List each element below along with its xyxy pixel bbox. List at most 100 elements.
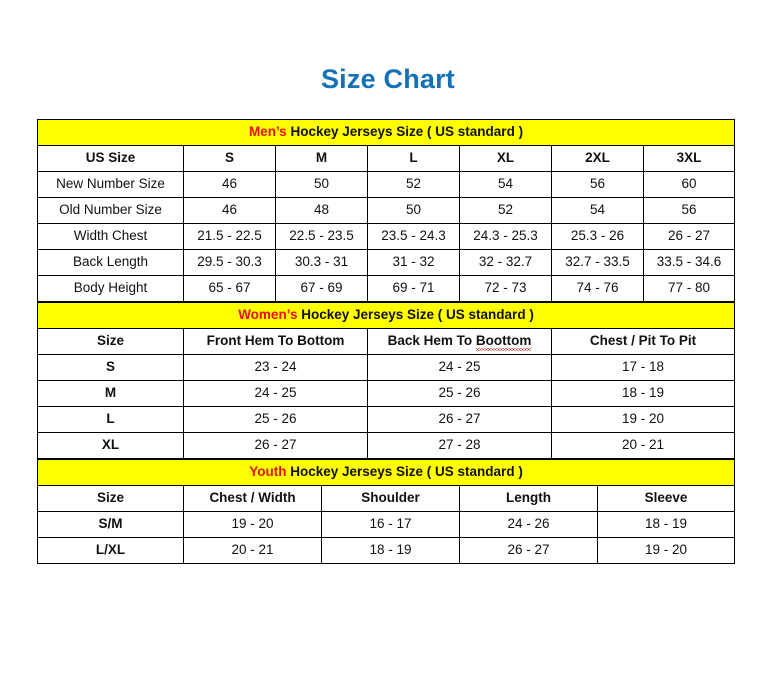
cell: 52 [367, 171, 460, 198]
row-label: Body Height [37, 275, 184, 302]
cell: 24 - 25 [367, 354, 552, 381]
table-row: M 24 - 25 25 - 26 18 - 19 [37, 380, 735, 407]
womens-col-header: Front Hem To Bottom [183, 328, 368, 355]
cell: 52 [459, 197, 552, 224]
cell: 27 - 28 [367, 432, 552, 459]
cell: 32.7 - 33.5 [551, 249, 644, 276]
mens-col-header: US Size [37, 145, 184, 172]
mens-col-header: 2XL [551, 145, 644, 172]
cell: 33.5 - 34.6 [643, 249, 735, 276]
size-label: XL [37, 432, 184, 459]
cell: 56 [643, 197, 735, 224]
youth-col-header: Size [37, 485, 184, 512]
cell: 24.3 - 25.3 [459, 223, 552, 250]
womens-col-header-misspelled: Back Hem To Boottom [367, 328, 552, 355]
mens-col-header: L [367, 145, 460, 172]
cell: 67 - 69 [275, 275, 368, 302]
table-row: L 25 - 26 26 - 27 19 - 20 [37, 406, 735, 433]
banner-rest-text: Hockey Jerseys Size ( US standard ) [286, 124, 524, 140]
youth-col-header: Length [459, 485, 598, 512]
cell: 26 - 27 [643, 223, 735, 250]
womens-col-header: Chest / Pit To Pit [551, 328, 735, 355]
cell: 24 - 25 [183, 380, 368, 407]
row-label: Old Number Size [37, 197, 184, 224]
table-row: S/M 19 - 20 16 - 17 24 - 26 18 - 19 [37, 511, 736, 538]
cell: 18 - 19 [551, 380, 735, 407]
womens-size-table: Women’s Hockey Jerseys Size ( US standar… [37, 302, 735, 459]
cell: 31 - 32 [367, 249, 460, 276]
cell: 19 - 20 [551, 406, 735, 433]
cell: 20 - 21 [183, 537, 322, 564]
cell: 21.5 - 22.5 [183, 223, 276, 250]
cell: 18 - 19 [596, 511, 736, 538]
youth-banner-cell: Youth Hockey Jerseys Size ( US standard … [36, 459, 736, 486]
cell: 18 - 19 [321, 537, 460, 564]
size-label: L/XL [37, 537, 184, 564]
cell: 29.5 - 30.3 [183, 249, 276, 276]
table-row: XL 26 - 27 27 - 28 20 - 21 [37, 432, 735, 459]
cell: 23.5 - 24.3 [367, 223, 460, 250]
cell: 32 - 32.7 [459, 249, 552, 276]
size-label: M [37, 380, 184, 407]
mens-banner-cell: Men’s Hockey Jerseys Size ( US standard … [37, 119, 735, 146]
table-banner-row: Youth Hockey Jerseys Size ( US standard … [36, 459, 736, 486]
youth-col-header: Shoulder [321, 485, 460, 512]
cell: 60 [643, 171, 735, 198]
cell: 74 - 76 [551, 275, 644, 302]
table-row: Back Length 29.5 - 30.3 30.3 - 31 31 - 3… [37, 249, 735, 276]
table-header-row: US Size S M L XL 2XL 3XL [37, 145, 735, 172]
table-row: New Number Size 46 50 52 54 56 60 [37, 171, 735, 198]
cell: 54 [459, 171, 552, 198]
banner-accent-text: Men’s [248, 124, 287, 140]
banner-accent-text: Women’s [238, 307, 298, 323]
row-label: Back Length [37, 249, 184, 276]
table-row: Body Height 65 - 67 67 - 69 69 - 71 72 -… [37, 275, 735, 302]
table-row: L/XL 20 - 21 18 - 19 26 - 27 19 - 20 [37, 537, 736, 564]
mens-col-header: S [183, 145, 276, 172]
cell: 20 - 21 [551, 432, 735, 459]
cell: 46 [183, 171, 276, 198]
cell: 26 - 27 [183, 432, 368, 459]
table-row: Old Number Size 46 48 50 52 54 56 [37, 197, 735, 224]
mens-col-header: XL [459, 145, 552, 172]
cell: 30.3 - 31 [275, 249, 368, 276]
cell: 54 [551, 197, 644, 224]
table-banner-row: Men’s Hockey Jerseys Size ( US standard … [37, 119, 735, 146]
cell: 19 - 20 [596, 537, 736, 564]
row-label: Width Chest [37, 223, 184, 250]
cell: 25 - 26 [367, 380, 552, 407]
table-header-row: Size Chest / Width Shoulder Length Sleev… [37, 485, 736, 512]
cell: 22.5 - 23.5 [275, 223, 368, 250]
womens-banner-cell: Women’s Hockey Jerseys Size ( US standar… [37, 302, 735, 329]
size-label: L [37, 406, 184, 433]
womens-col-header: Size [37, 328, 184, 355]
mens-col-header: 3XL [643, 145, 735, 172]
cell: 26 - 27 [367, 406, 552, 433]
cell: 23 - 24 [183, 354, 368, 381]
cell: 65 - 67 [183, 275, 276, 302]
size-chart-tables: Men’s Hockey Jerseys Size ( US standard … [36, 119, 736, 564]
youth-size-table: Youth Hockey Jerseys Size ( US standard … [36, 459, 736, 564]
row-label: New Number Size [37, 171, 184, 198]
cell: 50 [367, 197, 460, 224]
cell: 69 - 71 [367, 275, 460, 302]
table-row: Width Chest 21.5 - 22.5 22.5 - 23.5 23.5… [37, 223, 735, 250]
table-banner-row: Women’s Hockey Jerseys Size ( US standar… [37, 302, 735, 329]
page-title: Size Chart [320, 64, 456, 94]
banner-accent-text: Youth [249, 464, 287, 480]
cell: 72 - 73 [459, 275, 552, 302]
table-header-row: Size Front Hem To Bottom Back Hem To Boo… [37, 328, 735, 355]
cell: 46 [183, 197, 276, 224]
mens-size-table: Men’s Hockey Jerseys Size ( US standard … [37, 119, 735, 302]
banner-rest-text: Hockey Jerseys Size ( US standard ) [297, 307, 534, 323]
banner-rest-text: Hockey Jerseys Size ( US standard ) [286, 464, 523, 480]
misspelled-word: Boottom [475, 332, 532, 352]
cell: 16 - 17 [321, 511, 460, 538]
size-label: S [37, 354, 184, 381]
youth-col-header: Sleeve [596, 485, 736, 512]
youth-col-header: Chest / Width [183, 485, 322, 512]
mens-col-header: M [275, 145, 368, 172]
cell: 77 - 80 [643, 275, 735, 302]
cell: 19 - 20 [183, 511, 322, 538]
